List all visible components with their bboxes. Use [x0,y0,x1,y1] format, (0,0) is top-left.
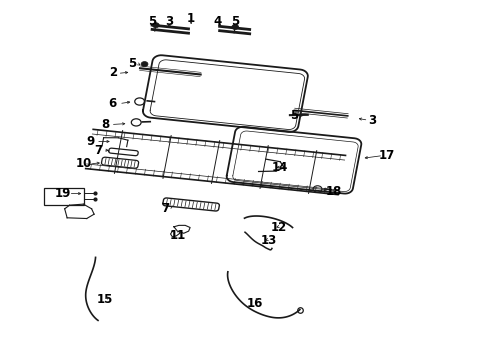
Text: 6: 6 [109,97,117,110]
Text: 5: 5 [128,57,136,69]
Circle shape [232,24,239,30]
Text: 18: 18 [326,185,343,198]
Text: 7: 7 [94,144,102,157]
Text: 2: 2 [109,66,117,79]
Bar [44,188,84,205]
Text: 17: 17 [379,149,395,162]
Text: 5: 5 [231,15,239,28]
Text: 3: 3 [368,114,376,127]
Text: 1: 1 [187,12,195,24]
Text: 5: 5 [148,15,156,28]
Text: 11: 11 [169,229,186,242]
Text: 4: 4 [214,15,222,28]
Text: 15: 15 [97,293,114,306]
Text: 8: 8 [101,118,109,131]
Text: 13: 13 [260,234,277,247]
Circle shape [152,23,159,28]
Circle shape [141,62,148,67]
Text: 9: 9 [87,135,95,148]
Text: 10: 10 [76,157,93,170]
Text: 14: 14 [272,161,289,174]
Text: 16: 16 [246,297,263,310]
Text: 12: 12 [271,221,288,234]
Text: 3: 3 [165,15,173,28]
Text: 19: 19 [54,187,71,200]
Text: 7: 7 [162,202,170,215]
Text: 5: 5 [290,109,298,122]
